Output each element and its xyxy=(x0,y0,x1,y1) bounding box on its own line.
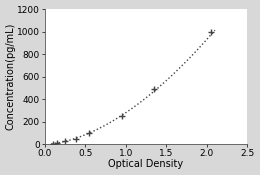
Y-axis label: Concentration(pg/mL): Concentration(pg/mL) xyxy=(5,23,16,130)
X-axis label: Optical Density: Optical Density xyxy=(108,159,184,169)
